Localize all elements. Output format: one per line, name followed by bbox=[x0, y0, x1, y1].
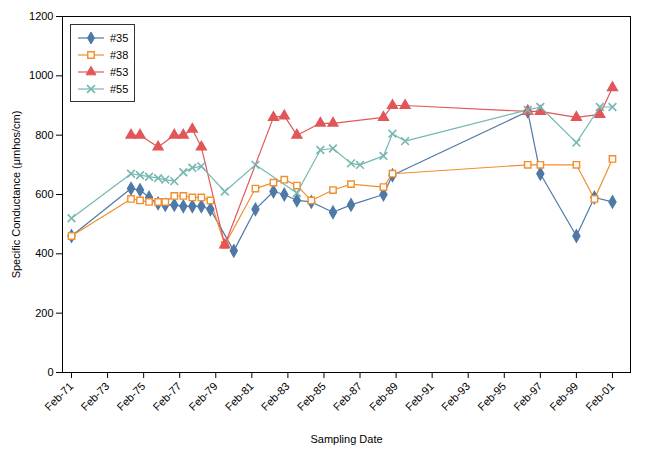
svg-text:Feb-85: Feb-85 bbox=[295, 380, 328, 413]
svg-text:Feb-71: Feb-71 bbox=[42, 380, 75, 413]
svg-text:Feb-75: Feb-75 bbox=[114, 380, 147, 413]
svg-text:Sampling Date: Sampling Date bbox=[310, 433, 382, 445]
svg-text:Feb-93: Feb-93 bbox=[439, 380, 472, 413]
svg-text:800: 800 bbox=[35, 129, 53, 141]
svg-text:600: 600 bbox=[35, 188, 53, 200]
svg-text:Feb-95: Feb-95 bbox=[475, 380, 508, 413]
html-text:#38: #38 bbox=[110, 48, 129, 61]
svg-text:Feb-87: Feb-87 bbox=[331, 380, 364, 413]
svg-text:Feb-81: Feb-81 bbox=[223, 380, 256, 413]
html-text:#53: #53 bbox=[110, 65, 129, 78]
svg-text:Feb-97: Feb-97 bbox=[511, 380, 544, 413]
svg-text:Feb-89: Feb-89 bbox=[367, 380, 400, 413]
svg-text:400: 400 bbox=[35, 247, 53, 259]
html-text:#35: #35 bbox=[110, 31, 129, 44]
svg-text:Feb-73: Feb-73 bbox=[78, 380, 111, 413]
svg-text:1200: 1200 bbox=[29, 10, 53, 22]
svg-text:Feb-77: Feb-77 bbox=[150, 380, 183, 413]
svg-text:Feb-83: Feb-83 bbox=[259, 380, 292, 413]
svg-text:Feb-91: Feb-91 bbox=[403, 380, 436, 413]
svg-text:Feb-99: Feb-99 bbox=[547, 380, 580, 413]
svg-text:Feb-79: Feb-79 bbox=[187, 380, 220, 413]
svg-text:1000: 1000 bbox=[29, 69, 53, 81]
svg-text:Feb-01: Feb-01 bbox=[583, 380, 616, 413]
svg-text:0: 0 bbox=[47, 366, 53, 378]
html-text:#55: #55 bbox=[110, 82, 129, 95]
svg-text:200: 200 bbox=[35, 307, 53, 319]
svg-text:Specific Conductance (μmhos/cm: Specific Conductance (μmhos/cm) bbox=[10, 111, 22, 279]
